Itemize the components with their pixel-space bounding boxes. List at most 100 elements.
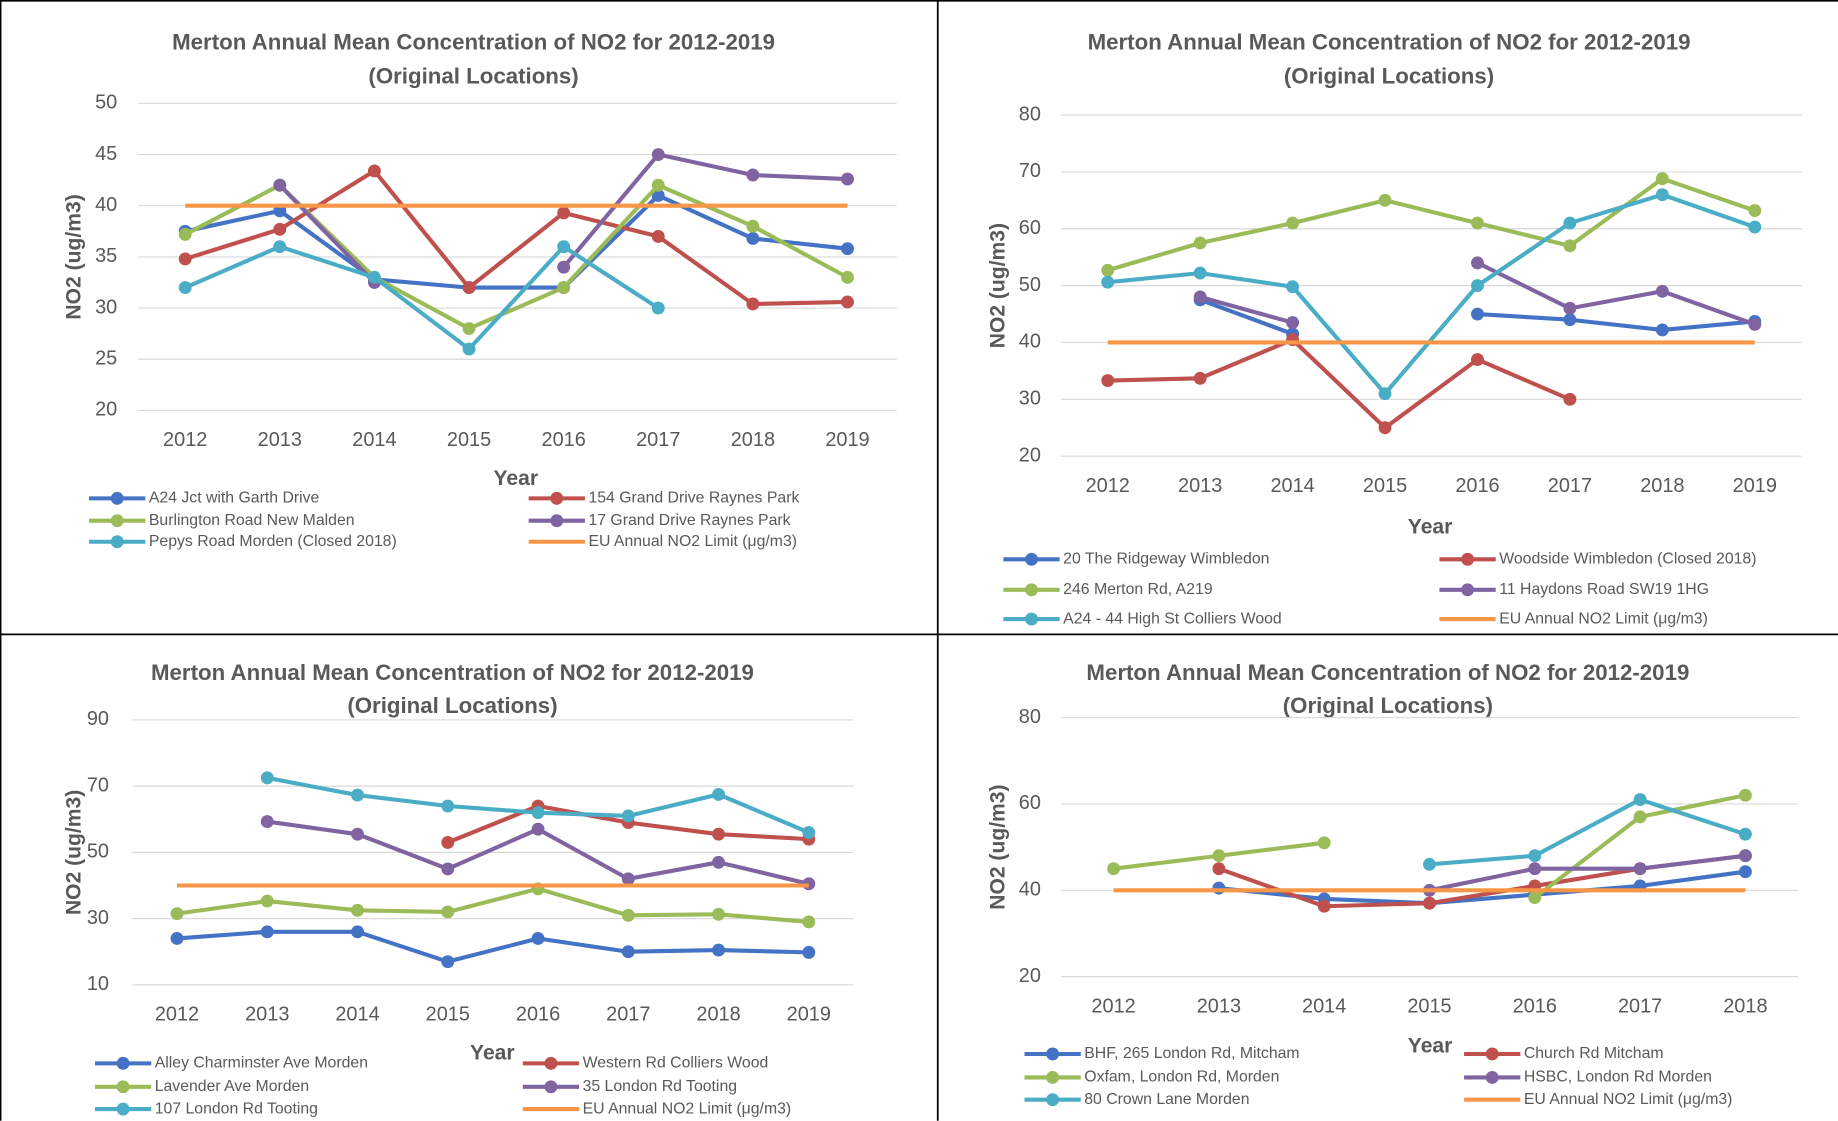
y-tick-label: 80 <box>1019 103 1041 125</box>
x-axis-label: Year <box>1408 515 1453 538</box>
data-point <box>531 806 545 820</box>
x-tick-label: 2016 <box>1455 475 1499 497</box>
data-point <box>651 229 665 243</box>
data-point <box>1655 188 1669 202</box>
data-point <box>273 240 287 254</box>
data-point <box>1655 284 1669 298</box>
chart-title: Merton Annual Mean Concentration of NO2 … <box>172 29 775 54</box>
data-point <box>1212 881 1226 895</box>
x-tick-label: 2013 <box>1197 995 1241 1017</box>
data-point <box>462 322 476 336</box>
data-point <box>1471 353 1484 366</box>
series-line <box>1199 261 1756 327</box>
data-point <box>260 815 274 829</box>
legend-label: 80 Crown Lane Morden <box>1084 1091 1249 1108</box>
series-line <box>1107 337 1571 430</box>
x-tick-label: 2016 <box>542 429 586 451</box>
data-point <box>1193 266 1207 280</box>
chart-title: Merton Annual Mean Concentration of NO2 … <box>1086 660 1689 685</box>
data-point <box>260 894 274 908</box>
data-point <box>351 827 364 841</box>
y-tick-label: 20 <box>1019 444 1041 466</box>
data-point <box>351 903 364 917</box>
legend-marker <box>110 491 124 505</box>
data-point <box>1471 216 1484 230</box>
legend-label: 11 Haydons Road SW19 1HG <box>1499 581 1709 598</box>
y-tick-label: 20 <box>1019 965 1041 987</box>
y-tick-label: 50 <box>95 92 117 114</box>
y-tick-label: 50 <box>1019 274 1041 296</box>
series-line <box>278 152 848 284</box>
data-point <box>1738 827 1752 841</box>
x-tick-label: 2015 <box>447 429 491 451</box>
data-point <box>712 943 726 957</box>
data-point <box>1212 862 1226 876</box>
legend-marker <box>116 1102 130 1116</box>
data-point <box>621 945 635 959</box>
data-point <box>651 178 665 192</box>
series-line <box>1107 192 1756 396</box>
data-point <box>1193 236 1207 250</box>
series-line <box>184 168 848 307</box>
y-tick-label: 30 <box>1019 388 1041 410</box>
y-tick-label: 10 <box>87 973 109 995</box>
y-axis-label: NO2 (ug/m3) <box>63 194 86 319</box>
y-tick-label: 60 <box>1019 792 1041 814</box>
data-point <box>178 281 192 295</box>
x-tick-label: 2013 <box>245 1004 289 1026</box>
data-point <box>1563 301 1577 315</box>
legend-label: 154 Grand Drive Raynes Park <box>588 490 799 507</box>
data-point <box>441 862 455 876</box>
data-point <box>802 945 816 959</box>
x-tick-label: 2012 <box>1091 995 1135 1017</box>
data-point <box>1633 810 1647 824</box>
legend-marker <box>550 491 564 505</box>
data-point <box>1528 891 1542 905</box>
series-line <box>1429 797 1747 867</box>
data-point <box>802 915 816 929</box>
x-tick-label: 2017 <box>1548 475 1592 497</box>
data-point <box>651 189 665 202</box>
x-axis-label: Year <box>1408 1035 1453 1058</box>
data-point <box>1378 387 1392 401</box>
legend-label: Church Rd Mitcham <box>1524 1045 1664 1062</box>
data-point <box>260 925 274 939</box>
data-point <box>1101 263 1115 277</box>
x-axis-label: Year <box>493 467 538 490</box>
y-tick-label: 70 <box>1019 160 1041 182</box>
data-point <box>712 907 726 921</box>
data-point <box>746 232 760 245</box>
legend-label: EU Annual NO2 Limit (μg/m3) <box>1499 610 1708 627</box>
data-point <box>1655 172 1669 186</box>
legend-label: 20 The Ridgeway Wimbledon <box>1063 550 1269 567</box>
x-tick-label: 2014 <box>335 1004 379 1026</box>
legend-label: A24 - 44 High St Colliers Wood <box>1063 610 1282 627</box>
data-point <box>557 206 571 220</box>
legend-label: 246 Merton Rd, A219 <box>1063 581 1213 598</box>
data-point <box>1193 371 1207 385</box>
data-point <box>1563 313 1577 327</box>
data-point <box>1286 280 1300 294</box>
legend-label: EU Annual NO2 Limit (μg/m3) <box>583 1100 792 1117</box>
data-point <box>1528 849 1542 863</box>
data-point <box>746 219 760 233</box>
x-tick-label: 2017 <box>606 1004 650 1026</box>
data-point <box>170 932 184 945</box>
data-point <box>1738 849 1752 863</box>
legend-label: EU Annual NO2 Limit (μg/m3) <box>1524 1091 1733 1108</box>
data-point <box>841 242 854 256</box>
legend-marker <box>1025 552 1038 566</box>
data-point <box>1107 862 1121 876</box>
y-axis-label: NO2 (ug/m3) <box>986 784 1009 909</box>
data-point <box>1286 316 1300 330</box>
data-point <box>841 295 854 309</box>
legend-label: Woodside Wimbledon (Closed 2018) <box>1499 550 1756 567</box>
legend-marker <box>544 1080 558 1094</box>
legend-label: EU Annual NO2 Limit (μg/m3) <box>588 533 797 550</box>
data-point <box>273 178 287 192</box>
data-point <box>531 822 545 836</box>
data-point <box>712 787 726 801</box>
legend-marker <box>544 1056 558 1070</box>
